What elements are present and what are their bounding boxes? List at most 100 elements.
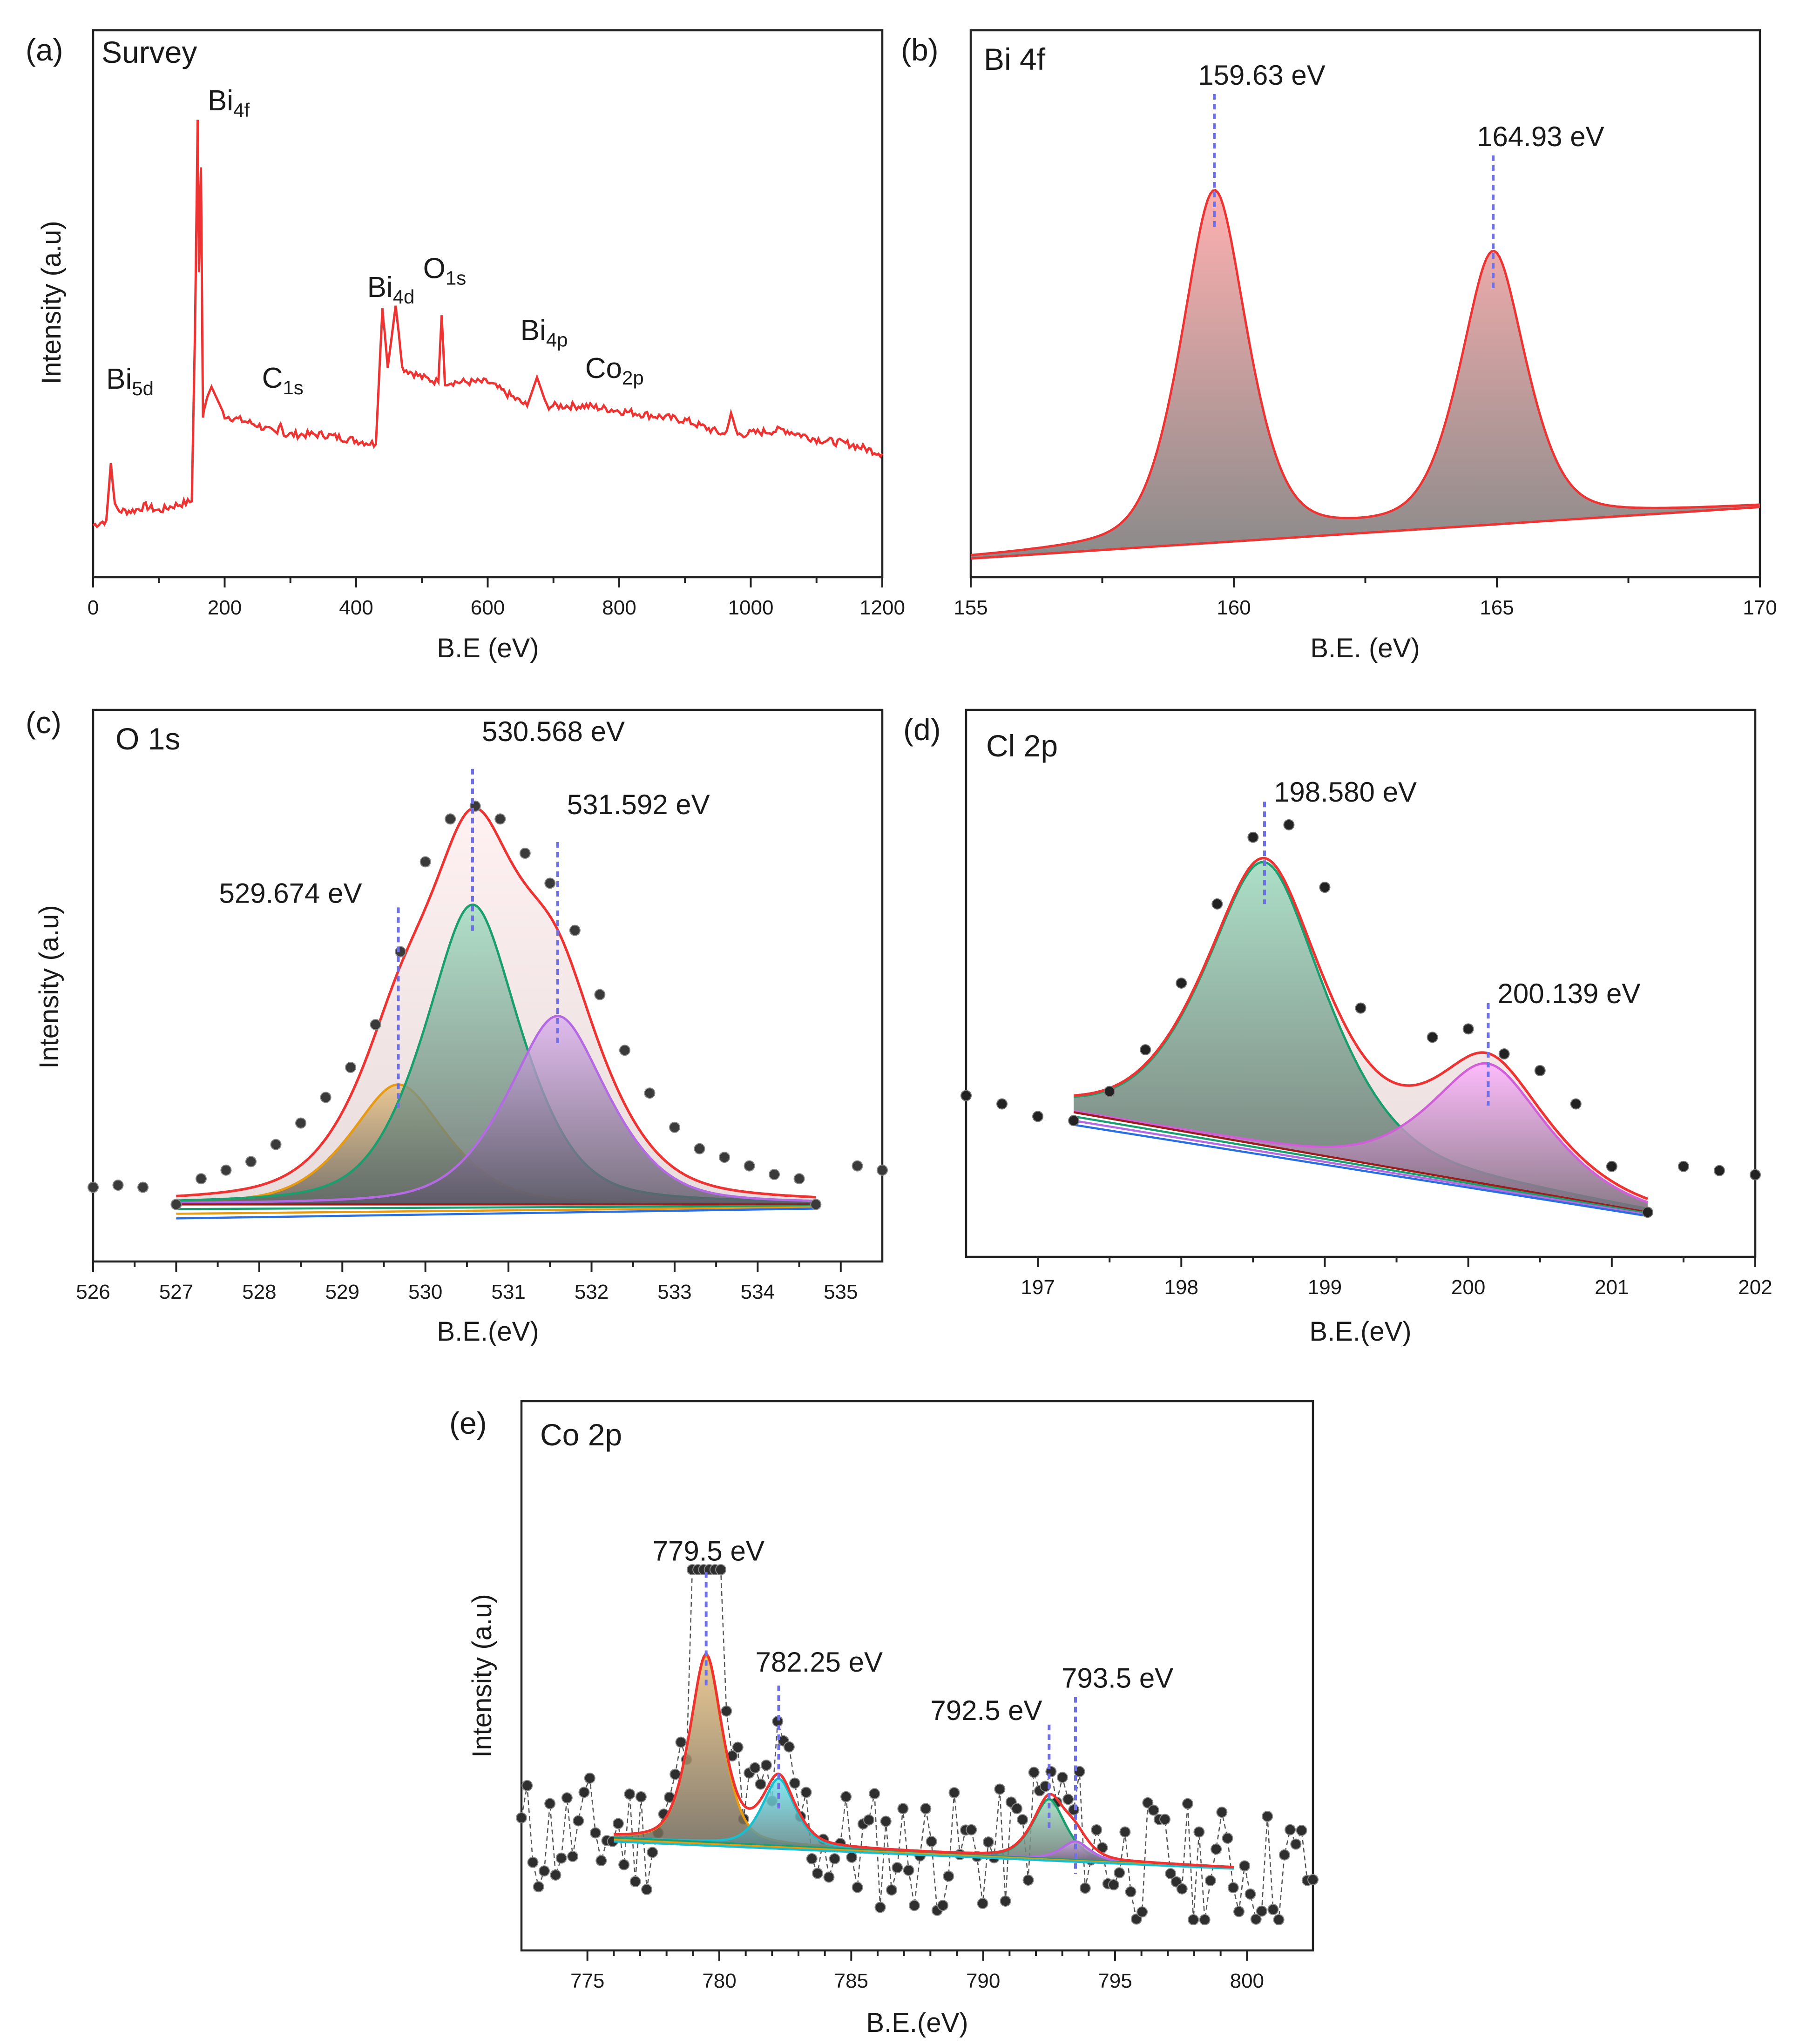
panel-e-data-point [1011,1803,1023,1815]
panel-e-data-point [829,1853,840,1865]
panel-c-tick-label: 527 [159,1281,193,1303]
panel-e-data-point [1273,1914,1285,1925]
panel-d-data-point [1176,977,1187,989]
panel-e-data-point [555,1852,567,1864]
panel-d-data-point [1677,1160,1689,1172]
panel-c-data-point [594,989,606,1000]
panel-a-tick-label: 1200 [859,596,905,619]
panel-e-data-point [920,1803,932,1815]
panel-e-data-point [1068,1804,1080,1815]
panel-e-tick-label: 785 [834,1970,868,1992]
panel-d-data-point [1534,1065,1546,1076]
panel-d-component-fill [1074,1063,1648,1213]
panel-e-data-point [1239,1860,1251,1872]
panel-d-data-point [1462,1023,1474,1035]
panel-d-component-fill [1074,862,1648,1213]
panel-a-tick-label: 800 [602,596,636,619]
panel-d-tick-label: 200 [1451,1276,1485,1299]
panel-c-tick-label: 533 [657,1281,691,1303]
panel-c-envelope-line [176,806,816,1199]
panel-e-data-point [647,1847,658,1858]
panel-e-data-point [533,1881,544,1893]
panel-d-baseline [1073,1115,1648,1215]
panel-e-data-point [1193,1826,1205,1838]
panel-c-tick-label: 526 [76,1281,110,1303]
panel-c-data-point [345,1062,357,1073]
panel-c-peak-label: 529.674 eV [219,877,362,909]
panel-c-data-point [619,1045,630,1056]
panel-a-tick-label: 400 [339,596,373,619]
panel-d-x-label: B.E.(eV) [1309,1316,1411,1347]
panel-c-data-point [810,1199,822,1210]
panel-e-data-point [1262,1810,1273,1822]
panel-c-data-point [137,1181,149,1193]
panel-e-data-point [573,1815,584,1827]
panel-e-data-point [852,1882,863,1893]
panel-b: (b) Bi 4f 155 160 165 170 159.63 eV 164.93 e… [901,29,1777,663]
panel-e-peak-labels: 779.5 eV 782.25 eV 792.5 eV 793.5 eV [653,1536,1173,1874]
panel-e-data-point [1227,1882,1239,1894]
panel-b-tick-label: 165 [1480,596,1514,619]
panel-c-data-point [569,924,581,936]
panel-e-data-point [1307,1874,1319,1885]
panel-e-data-point [1176,1883,1188,1895]
panel-e-data-point [721,1705,732,1717]
panel-e-baseline [614,1840,1234,1870]
panel-d-data-point [1606,1160,1617,1172]
panel-d-baseline [1073,1111,1648,1214]
panel-c-component-fill [176,1084,816,1205]
panel-e-data-point [675,1736,687,1748]
panel-e-data-point [880,1815,892,1827]
panel-d-data-point [1247,831,1259,843]
panel-a-peak-annotation: Co2p [585,352,644,389]
panel-e-tick-label: 800 [1230,1970,1264,1992]
panel-e-data-point [863,1814,875,1826]
panel-d-data-point [1570,1098,1582,1110]
panel-c-data-point [793,1173,805,1185]
panel-c-data-point [644,1087,656,1099]
panel-d-data-point [1068,1115,1080,1127]
panel-a-peak-annotation: Bi5d [106,363,154,399]
panel-d-data-point [1713,1165,1725,1176]
panel-b-title: Bi 4f [984,42,1046,76]
panel-e-data-point [1290,1838,1302,1850]
panel-d-data-point [1642,1207,1653,1218]
panel-e-data-point [846,1851,858,1863]
panel-c-data-point [719,1152,730,1163]
panel-d-frame [965,708,1757,1258]
panel-d-peak-labels: 198.580 eV 200.139 eV [1263,776,1640,1106]
panel-c-tick-label: 528 [242,1281,276,1303]
panel-e-data-point [578,1787,590,1798]
panel-e-envelope-line [614,1653,1234,1869]
panel-b-tag: (b) [901,33,939,67]
panel-e-data-point [760,1760,772,1771]
panel-d-title: Cl 2p [986,729,1058,763]
panel-d-peak-label: 198.580 eV [1274,776,1417,808]
panel-e-data-point [595,1855,607,1867]
panel-c-frame [92,708,884,1263]
panel-c-data-point [419,856,431,868]
panel-e-data-point [926,1836,937,1848]
panel-e-data-point [1114,1867,1125,1879]
panel-e-data-point [1017,1814,1028,1826]
panel-e-data-point [624,1788,636,1800]
panel-c-data-point [170,1199,182,1210]
panel-c-peak-label: 531.592 eV [567,789,710,820]
panel-c-data-point [270,1139,282,1150]
panel-e-data-point [892,1862,903,1874]
panel-c-data-point [769,1169,780,1180]
panel-e-data-point [550,1869,561,1881]
panel-e-data-point [584,1772,595,1784]
panel-e-tag: (e) [449,1406,487,1440]
panel-e-data-point [1188,1914,1199,1925]
panel-e-data-point [1028,1767,1040,1778]
panel-d: (d) Cl 2p 197 198 199 200 201 202 198.580 eV 2… [903,708,1772,1347]
panel-c-title: O 1s [115,722,180,756]
panel-e-data-point [1125,1886,1136,1897]
panel-e-data-point [869,1788,880,1800]
panel-c-component-fill [176,904,816,1205]
panel-d-tick-label: 197 [1021,1276,1055,1299]
panel-e-data-point [1062,1794,1074,1805]
panel-e-data-point [806,1853,818,1865]
panel-e-data-point [618,1859,630,1870]
